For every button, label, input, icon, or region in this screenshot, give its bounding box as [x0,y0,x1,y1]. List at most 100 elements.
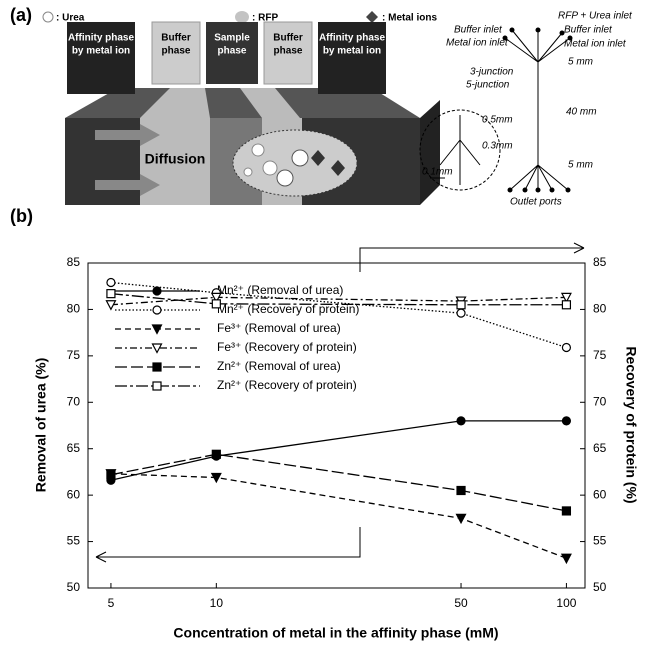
y2-tick-label: 65 [593,441,607,455]
y-tick-label: 70 [67,394,81,408]
marker [211,449,221,459]
legend-marker [152,305,162,315]
y2-tick-label: 80 [593,302,607,316]
y2-tick-label: 60 [593,487,607,501]
series-line [110,292,567,306]
phase-label: Affinity phase [68,33,135,44]
legend-marker [151,324,163,335]
metal [311,150,325,166]
legend-label: Mn²⁺ (Removal of urea) [217,283,343,297]
legend-marker [151,343,163,354]
arrow [95,124,160,146]
chip-label: 0.3mm [482,141,513,152]
urea [251,143,265,157]
legend-text: : RFP [252,13,278,24]
y2-tick-label: 75 [593,348,607,362]
chip-label: 40 mm [566,107,597,118]
chip-label: 0.5mm [482,115,513,126]
y2-tick-label: 50 [593,580,607,594]
chip-label: 0.1mm [422,167,453,178]
stripe [140,88,210,118]
legend-label: Zn²⁺ (Removal of urea) [217,359,341,373]
legend-marker [152,286,162,296]
inlet [263,21,313,85]
inlet [67,22,135,94]
legend-label: Fe³⁺ (Recovery of protein) [217,340,357,354]
urea [243,167,253,177]
marker [561,416,572,426]
y-tick-label: 85 [67,255,81,269]
legend-text: : Urea [56,13,85,24]
marker [210,292,222,304]
phase-label: Buffer [161,33,191,44]
legend-label: Fe³⁺ (Removal of urea) [217,321,341,335]
metal-icon [366,11,378,23]
marker [561,300,572,310]
plot-frame [87,262,586,589]
arrow [95,174,160,196]
legend-marker [152,362,162,372]
schematic: (a) : Urea : RFP : Metal ions Affinity p… [10,5,633,208]
y2-tick-label: 85 [593,255,607,269]
marker [456,485,466,496]
chip [419,29,571,191]
inlet [318,22,386,94]
chip-label: Metal ion inlet [564,39,627,50]
rfp [276,169,294,187]
y-axis-title: Removal of urea (%) [33,358,49,493]
marker [106,277,116,288]
y2-axis-title: Recovery of protein (%) [623,346,639,503]
y-tick-label: 75 [67,348,81,362]
chip-label: RFP + Urea inlet [558,11,633,22]
axis-arrows [95,242,585,563]
y-tick-label: 80 [67,302,81,316]
phase-label: phase [274,46,303,57]
marker [456,300,466,310]
y-tick-label: 60 [67,487,81,501]
metal [331,160,345,176]
ports [502,27,573,193]
urea [262,160,278,176]
x-tick-label: 50 [454,596,468,610]
phase-label: by metal ion [323,46,381,57]
rfp-icon [235,11,249,23]
rfp [291,149,309,167]
marker [106,289,116,299]
x-tick-label: 5 [108,596,115,610]
marker [561,342,572,353]
panel-label: (a) [10,5,32,25]
marker [560,292,572,304]
marker [211,299,221,309]
chip-label: Outlet ports [510,197,562,208]
phase-label: Affinity phase [319,33,386,44]
marker [456,416,466,426]
phase-label: by metal ion [72,46,130,57]
marker [561,506,572,516]
inlet [151,21,201,85]
flow-label: Diffusion [145,151,206,167]
block-side [420,100,440,205]
y2-tick-label: 55 [593,534,607,548]
series-line [110,453,567,512]
inlet [206,22,258,84]
marker [105,300,117,311]
marker [456,308,466,318]
y-tick-label: 50 [67,580,81,594]
marker [560,553,572,565]
series-line [110,420,567,481]
y2-tick-label: 70 [593,394,607,408]
phase-label: Sample [214,33,250,44]
series-line [110,473,567,559]
phase-label: phase [162,46,191,57]
phase-label: phase [218,46,247,57]
legend-label: Zn²⁺ (Recovery of protein) [217,378,357,392]
marker [210,472,222,484]
y-tick-label: 65 [67,441,81,455]
y-tick-label: 55 [67,534,81,548]
chip-label: Buffer inlet [454,25,503,36]
chip-label: 5 mm [568,160,593,171]
chip-label: 3-junction [470,67,514,78]
marker [455,513,467,525]
stripe [240,88,300,118]
